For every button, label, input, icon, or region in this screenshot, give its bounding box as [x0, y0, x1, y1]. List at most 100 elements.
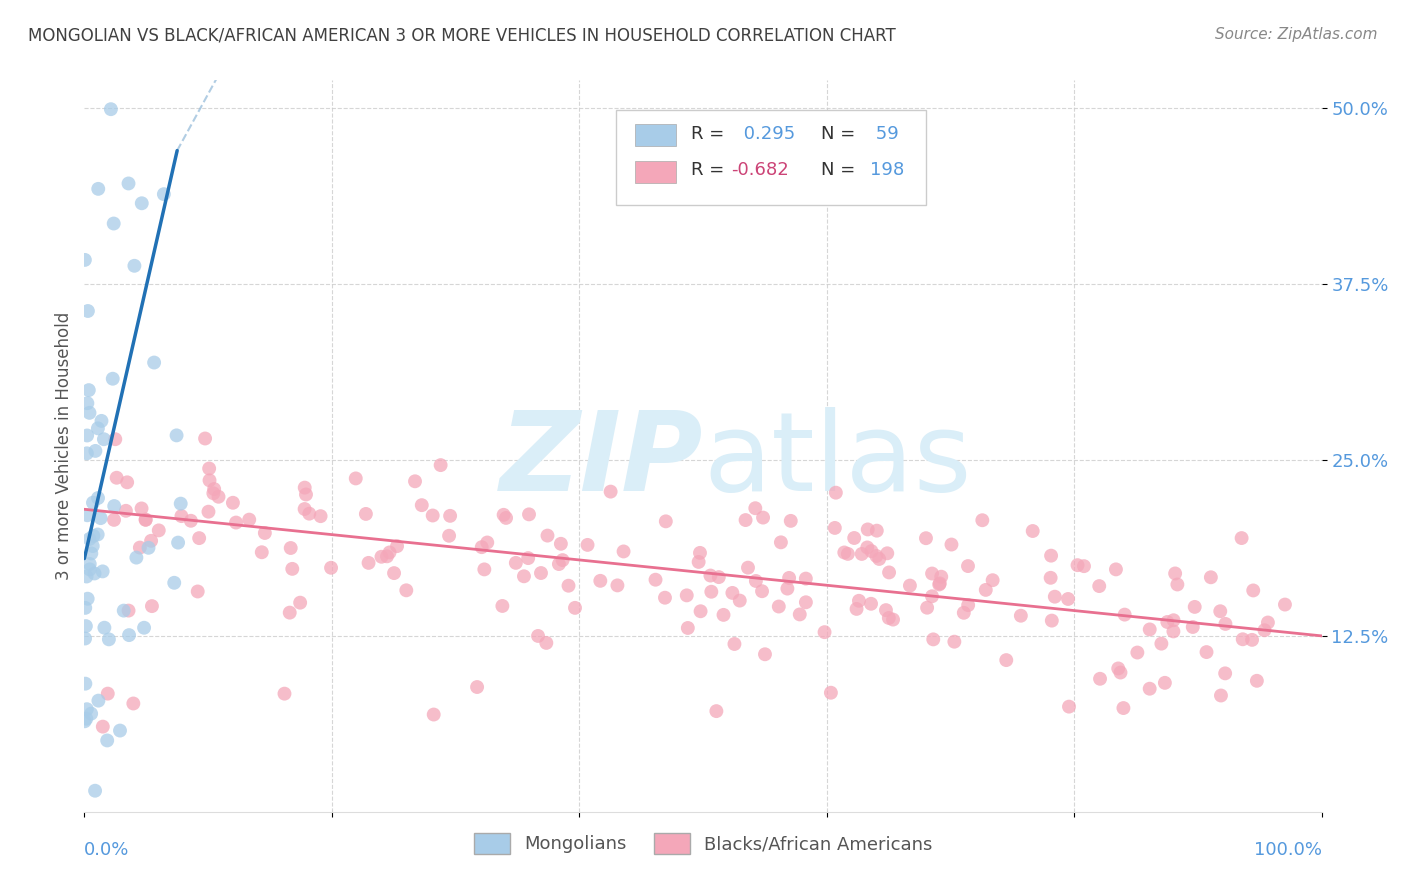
Point [101, 372, 124, 386]
Point [118, 628, 141, 642]
Point [1232, 632, 1254, 647]
Point [139, 533, 162, 548]
Point [1163, 613, 1185, 627]
Text: MONGOLIAN VS BLACK/AFRICAN AMERICAN 3 OR MORE VEHICLES IN HOUSEHOLD CORRELATION : MONGOLIAN VS BLACK/AFRICAN AMERICAN 3 OR… [28, 27, 896, 45]
Point [1156, 615, 1178, 629]
Point [79, 562, 101, 576]
Point [90, 414, 112, 428]
Text: R =: R = [690, 161, 730, 179]
Point [688, 555, 710, 569]
Point [1150, 637, 1173, 651]
Point [1139, 681, 1161, 696]
Point [207, 490, 229, 504]
Point [536, 636, 558, 650]
Point [1139, 623, 1161, 637]
Point [505, 556, 527, 570]
Point [851, 547, 873, 561]
Point [75, 676, 97, 690]
Point [922, 632, 945, 647]
Point [866, 524, 889, 538]
Point [344, 471, 367, 485]
Point [1257, 615, 1279, 630]
Point [378, 545, 401, 559]
Point [202, 482, 225, 496]
Point [1166, 577, 1188, 591]
Text: ZIP: ZIP [499, 407, 703, 514]
Point [167, 535, 190, 549]
Point [495, 511, 517, 525]
Point [1126, 646, 1149, 660]
Point [91, 720, 114, 734]
Point [824, 521, 846, 535]
Point [1154, 676, 1177, 690]
Point [1114, 607, 1136, 622]
Point [143, 355, 166, 369]
Point [87, 182, 110, 196]
Point [813, 625, 835, 640]
Point [1109, 665, 1132, 680]
Point [75, 712, 97, 726]
Point [278, 606, 301, 620]
Point [80, 546, 103, 560]
Point [492, 508, 515, 522]
Point [915, 531, 938, 545]
Point [77, 304, 100, 318]
Point [956, 559, 979, 574]
Point [1253, 624, 1275, 638]
Point [1163, 624, 1185, 639]
Point [1241, 583, 1264, 598]
Point [699, 568, 721, 582]
Y-axis label: 3 or more Vehicles in Household: 3 or more Vehicles in Household [55, 312, 73, 580]
Point [929, 570, 952, 584]
Point [80, 706, 103, 721]
Point [100, 102, 122, 116]
Text: 198: 198 [870, 161, 904, 179]
Point [548, 557, 571, 571]
Point [707, 570, 730, 584]
Point [76, 396, 98, 410]
FancyBboxPatch shape [636, 161, 676, 183]
Point [112, 604, 135, 618]
Point [1107, 661, 1129, 675]
Point [928, 576, 950, 591]
Point [860, 597, 883, 611]
Point [928, 577, 950, 591]
Point [357, 556, 380, 570]
Point [138, 541, 160, 555]
Point [728, 593, 751, 607]
Point [530, 566, 553, 580]
Point [1066, 558, 1088, 573]
Point [751, 584, 773, 599]
Point [876, 546, 898, 560]
Point [837, 547, 859, 561]
Point [79, 406, 101, 420]
Text: N =: N = [821, 161, 860, 179]
Point [253, 526, 276, 541]
Point [170, 509, 193, 524]
Point [395, 583, 418, 598]
Point [93, 432, 115, 446]
Point [921, 589, 943, 603]
Point [148, 524, 170, 538]
Point [776, 582, 799, 596]
Point [768, 599, 790, 614]
Point [860, 544, 883, 558]
Text: -0.682: -0.682 [731, 161, 789, 179]
Point [856, 523, 879, 537]
Point [1112, 701, 1135, 715]
Point [1230, 531, 1253, 545]
Point [1105, 562, 1128, 576]
Point [194, 432, 217, 446]
Text: N =: N = [821, 125, 860, 143]
Point [898, 578, 921, 592]
Point [153, 187, 176, 202]
Point [439, 508, 461, 523]
Point [124, 259, 146, 273]
Point [163, 575, 186, 590]
Point [915, 600, 938, 615]
Point [654, 591, 676, 605]
Point [87, 421, 110, 435]
Point [844, 531, 866, 545]
Point [76, 569, 98, 583]
Point [309, 509, 332, 524]
